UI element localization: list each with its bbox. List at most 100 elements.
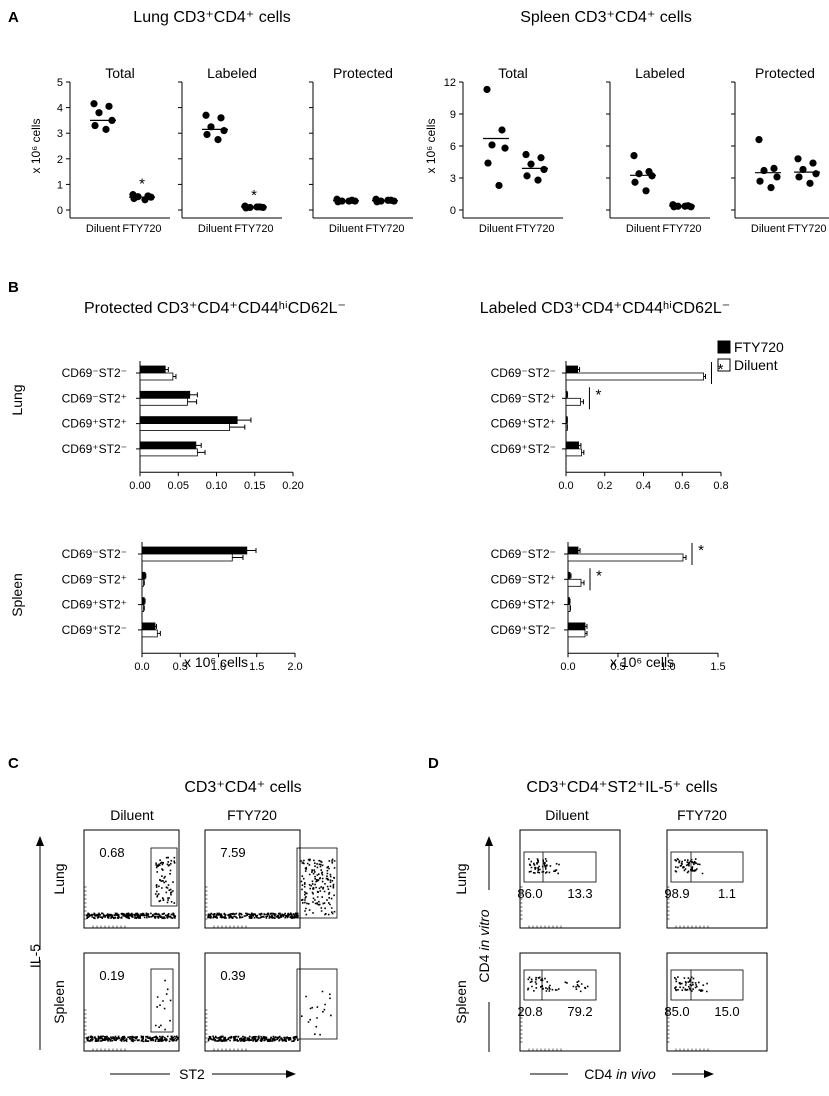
- panel-b-xtick-label-0-0: 0.00: [129, 480, 150, 492]
- panel-b-bar-fty720-3-2: [567, 597, 570, 605]
- panel-a-group-title-0-0: Total: [105, 65, 135, 81]
- panel-b-xtick-label-2-2: 1.0: [211, 661, 226, 673]
- panel-d-gate-0: [523, 851, 597, 883]
- panel-a-point-0-0-0-4: [91, 121, 99, 130]
- legend-label-diluent: Diluent: [734, 357, 778, 373]
- panel-c-row-spleen: Spleen: [51, 980, 67, 1024]
- panel-a-group-title-1-1: Labeled: [635, 65, 685, 81]
- panel-b-xtick-label-1-1: 0.2: [597, 480, 612, 492]
- panel-c-plot-0: [83, 829, 180, 929]
- panel-d-xlabel-italic: in vivo: [616, 1066, 656, 1082]
- panel-a-point-0-0-1-3: [147, 193, 155, 201]
- panel-c-gate-3: [296, 968, 338, 1040]
- panel-a-point-0-2-0-4: [334, 198, 342, 206]
- panel-d-gate-left-value-0: 86.0: [517, 886, 542, 901]
- panel-b-bar-diluent-0-3: [139, 448, 198, 457]
- panel-c-events-0: [86, 856, 177, 920]
- panel-c-col-diluent: Diluent: [110, 807, 154, 823]
- panel-a-point-0-0-0-2: [95, 109, 103, 117]
- panel-a-point-1-0-1-4: [523, 172, 531, 180]
- panel-c-row-lung: Lung: [51, 863, 67, 894]
- panel-d-xlabel-prefix: CD4: [584, 1066, 616, 1082]
- panel-b-category-3-0: CD69⁻ST2⁻: [491, 547, 556, 561]
- panel-d-gate-3: [670, 969, 744, 1001]
- panel-b-bar-fty720-3-1: [567, 571, 571, 580]
- panel-b-xtick-label-2-3: 1.5: [249, 661, 264, 673]
- panel-a-xlabel-0-2-1: FTY720: [365, 223, 404, 235]
- panel-a-point-1-0-1-3: [540, 165, 548, 174]
- panel-a-point-1-2-0-0: [755, 136, 763, 144]
- panel-a-point-1-0-1-5: [534, 176, 542, 184]
- panel-b-category-2-0: CD69⁻ST2⁻: [62, 547, 127, 561]
- panel-b-xtick-label-1-2: 0.4: [636, 480, 651, 492]
- panel-a-ytick-label-0-2: 2: [57, 154, 63, 166]
- panel-a-point-1-0-0-4: [484, 159, 492, 167]
- panel-a-group-title-0-2: Protected: [333, 65, 393, 81]
- panel-b-sig-star-1-1: *: [596, 386, 602, 403]
- panel-b-bar-diluent-1-0: [565, 372, 704, 381]
- panel-a-xlabel-0-0-0: Diluent: [86, 223, 120, 235]
- panel-a-point-0-2-1-5: [384, 196, 392, 204]
- panel-a-ytick-label-1-1: 3: [450, 173, 456, 185]
- panel-a-xlabel-0-1-1: FTY720: [234, 223, 273, 235]
- panel-b-xtick-label-3-1: 0.5: [610, 661, 625, 673]
- panel-a-point-1-1-0-2: [635, 170, 643, 178]
- panel-c-plot-3: [204, 952, 301, 1052]
- panel-b-row-lung: Lung: [9, 384, 25, 415]
- panel-b-bar-fty720-2-3: [141, 622, 156, 631]
- panel-c-col-fty720: FTY720: [227, 807, 277, 823]
- panel-d-x-arrow-head: [704, 1070, 714, 1078]
- panel-b-bar-fty720-1-0: [565, 365, 579, 374]
- panel-a-point-1-0-0-2: [488, 141, 496, 149]
- panel-b-category-1-3: CD69⁺ST2⁻: [491, 442, 556, 456]
- panel-b-bar-fty720-1-3: [565, 441, 579, 450]
- panel-a-xlabel-0-2-0: Diluent: [329, 223, 363, 235]
- panel-a-title-1: Spleen CD3⁺CD4⁺ cells: [520, 9, 692, 26]
- panel-a-point-0-0-0-3: [108, 116, 116, 124]
- panel-d-gate-1: [670, 851, 744, 883]
- panel-a-point-1-1-1-3: [687, 203, 695, 211]
- panel-c-gate-0: [150, 847, 178, 907]
- panel-d-col-diluent: Diluent: [545, 807, 589, 823]
- panel-b-bar-diluent-3-0: [567, 553, 684, 562]
- panel-c-title: CD3⁺CD4⁺ cells: [184, 779, 301, 796]
- panel-d-events-1: [674, 858, 704, 875]
- panel-a-point-1-2-0-1: [770, 164, 778, 172]
- panel-letter-c: C: [8, 755, 19, 772]
- panel-b-xtick-label-0-4: 0.20: [282, 480, 303, 492]
- panel-a-point-0-2-1-4: [373, 198, 381, 206]
- panel-a-group-title-0-1: Labeled: [207, 65, 257, 81]
- panel-b-xtick-label-2-0: 0.0: [134, 661, 149, 673]
- panel-letter-d: D: [428, 755, 439, 772]
- panel-a-point-1-0-0-5: [495, 181, 503, 190]
- panel-a-point-1-2-1-4: [795, 173, 803, 181]
- panel-d-gate-left-value-2: 20.8: [517, 1004, 542, 1019]
- panel-b-bar-fty720-0-1: [139, 390, 191, 399]
- panel-b-sig-star-1-0: *: [718, 361, 724, 378]
- panel-b-xtick-label-3-2: 1.0: [660, 661, 675, 673]
- panel-b-category-2-1: CD69⁻ST2⁺: [62, 572, 127, 586]
- panel-b-bar-diluent-0-1: [139, 397, 188, 406]
- panel-b-bar-fty720-2-1: [141, 571, 146, 580]
- panel-a-xlabel-1-0-1: FTY720: [515, 223, 554, 235]
- panel-c-y-arrow-head: [36, 836, 44, 846]
- panel-b-category-0-2: CD69⁺ST2⁺: [62, 417, 127, 431]
- panel-a-point-1-2-0-5: [767, 184, 775, 192]
- panel-a-point-0-1-0-3: [220, 127, 228, 135]
- panel-b-category-1-1: CD69⁻ST2⁺: [491, 391, 556, 405]
- panel-b-category-1-0: CD69⁻ST2⁻: [491, 366, 556, 380]
- panel-b-category-2-3: CD69⁺ST2⁻: [62, 623, 127, 637]
- panel-a-point-1-1-0-0: [630, 152, 638, 160]
- panel-b-bar-diluent-1-3: [565, 448, 582, 457]
- panel-c-events-1: [207, 858, 336, 919]
- panel-a-point-1-0-1-1: [537, 154, 545, 162]
- panel-d-plot-1: [666, 829, 768, 929]
- panel-b-xtick-label-0-2: 0.10: [206, 480, 227, 492]
- panel-b-bar-fty720-0-0: [139, 365, 166, 374]
- panel-a-point-0-2-1-3: [390, 197, 398, 205]
- panel-a-point-0-0-1-4: [130, 194, 138, 203]
- panel-a-point-1-2-0-3: [773, 173, 781, 181]
- panel-d-gate-right-value-3: 15.0: [714, 1004, 739, 1019]
- panel-a-point-0-1-0-4: [203, 130, 211, 139]
- panel-b-category-3-1: CD69⁻ST2⁺: [491, 572, 556, 586]
